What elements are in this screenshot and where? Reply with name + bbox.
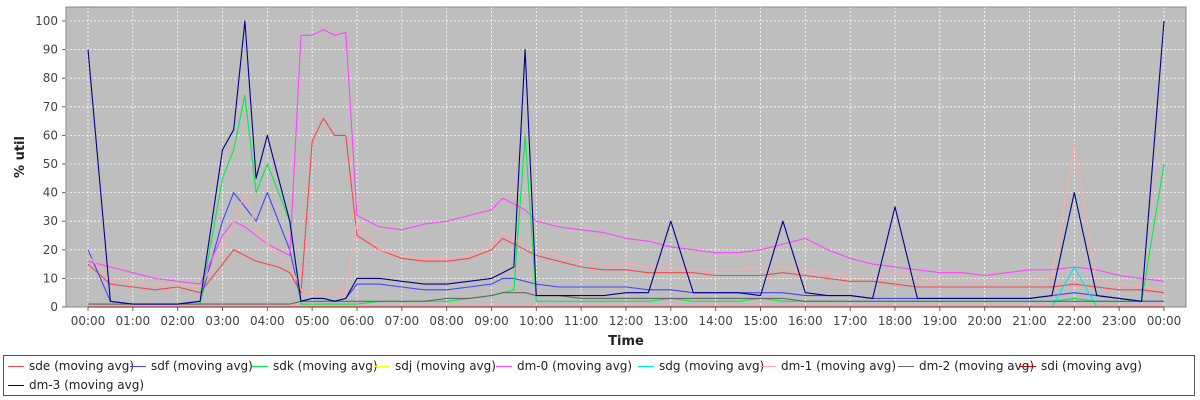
legend-item: dm-2 (moving avg) [898, 359, 1034, 373]
x-tick-label: 01:00 [116, 314, 151, 328]
x-tick-label: 12:00 [609, 314, 644, 328]
x-tick-label: 04:00 [250, 314, 285, 328]
x-tick-label: 21:00 [1012, 314, 1047, 328]
x-tick-label: 05:00 [295, 314, 330, 328]
x-tick-label: 08:00 [429, 314, 464, 328]
x-axis-ticks: 00:00 01:00 02:00 03:00 04:00 05:00 06:00 07:00… [71, 307, 1182, 328]
series-line-0 [87, 117, 1165, 294]
legend-swatch [898, 365, 914, 367]
utilization-chart: 0 10 20 30 40 50 60 70 80 90 100 00:00 01:00 02:00 03… [13, 6, 1187, 349]
legend-label: dm-3 (moving avg) [29, 378, 145, 392]
legend-swatch [496, 365, 512, 367]
y-tick-label: 60 [43, 128, 58, 142]
legend-label: sdk (moving avg) [273, 359, 378, 373]
x-tick-label: 06:00 [340, 314, 375, 328]
legend-label: dm-2 (moving avg) [919, 359, 1035, 373]
x-tick-label: 18:00 [878, 314, 913, 328]
series-lines [65, 6, 1187, 308]
x-tick-label: 07:00 [385, 314, 420, 328]
legend-label: dm-1 (moving avg) [781, 359, 897, 373]
y-tick-label: 0 [50, 300, 58, 314]
legend-swatch [130, 365, 146, 367]
x-tick-label: 00:00 [71, 314, 106, 328]
y-tick-label: 100 [35, 14, 58, 28]
x-tick-label: 20:00 [967, 314, 1002, 328]
x-tick-label: 10:00 [519, 314, 554, 328]
legend-label: sdf (moving avg) [151, 359, 253, 373]
legend-item: sdi (moving avg) [1020, 359, 1142, 373]
legend-item: sde (moving avg) [8, 359, 134, 373]
x-tick-label: 19:00 [923, 314, 958, 328]
x-tick-label: 11:00 [564, 314, 599, 328]
legend-item: sdj (moving avg) [374, 359, 496, 373]
y-tick-label: 90 [43, 43, 58, 57]
legend-item: sdk (moving avg) [252, 359, 378, 373]
legend-item: dm-1 (moving avg) [760, 359, 896, 373]
x-tick-label: 02:00 [160, 314, 195, 328]
series-line-4 [87, 29, 1165, 285]
x-tick-label: 00:00 [1147, 314, 1182, 328]
legend-item: sdf (moving avg) [130, 359, 253, 373]
x-tick-label: 03:00 [205, 314, 240, 328]
legend-item: sdg (moving avg) [638, 359, 764, 373]
y-tick-label: 80 [43, 71, 58, 85]
x-tick-label: 09:00 [474, 314, 509, 328]
legend-swatch [8, 384, 24, 386]
y-axis-title: % util [13, 136, 28, 178]
legend-swatch [374, 365, 390, 367]
y-tick-label: 40 [43, 186, 58, 200]
y-tick-label: 30 [43, 214, 58, 228]
legend-swatch [252, 365, 268, 367]
y-tick-label: 20 [43, 243, 58, 257]
legend-swatch [760, 365, 776, 367]
series-line-9 [87, 20, 1165, 305]
legend-swatch [638, 365, 654, 367]
y-axis-ticks: 0 10 20 30 40 50 60 70 80 90 100 [35, 14, 66, 314]
x-tick-label: 15:00 [743, 314, 778, 328]
y-tick-label: 10 [43, 271, 58, 285]
x-tick-label: 17:00 [833, 314, 868, 328]
x-tick-label: 13:00 [654, 314, 689, 328]
x-tick-label: 22:00 [1057, 314, 1092, 328]
legend-swatch [1020, 365, 1036, 367]
legend-item: dm-0 (moving avg) [496, 359, 632, 373]
legend-swatch [8, 365, 24, 367]
grid-lines [66, 7, 1186, 308]
legend-label: sde (moving avg) [29, 359, 135, 373]
y-tick-label: 50 [43, 157, 58, 171]
legend-label: sdg (moving avg) [659, 359, 765, 373]
x-tick-label: 14:00 [698, 314, 733, 328]
series-line-6 [87, 143, 1165, 294]
x-tick-label: 16:00 [788, 314, 823, 328]
x-tick-label: 23:00 [1102, 314, 1137, 328]
legend-label: sdi (moving avg) [1041, 359, 1142, 373]
legend: sde (moving avg) sdf (moving avg) sdk (mov… [3, 355, 1195, 396]
x-axis-title: Time [608, 334, 644, 349]
legend-label: sdj (moving avg) [395, 359, 496, 373]
legend-item: dm-3 (moving avg) [8, 378, 144, 392]
y-tick-label: 70 [43, 100, 58, 114]
legend-label: dm-0 (moving avg) [517, 359, 633, 373]
